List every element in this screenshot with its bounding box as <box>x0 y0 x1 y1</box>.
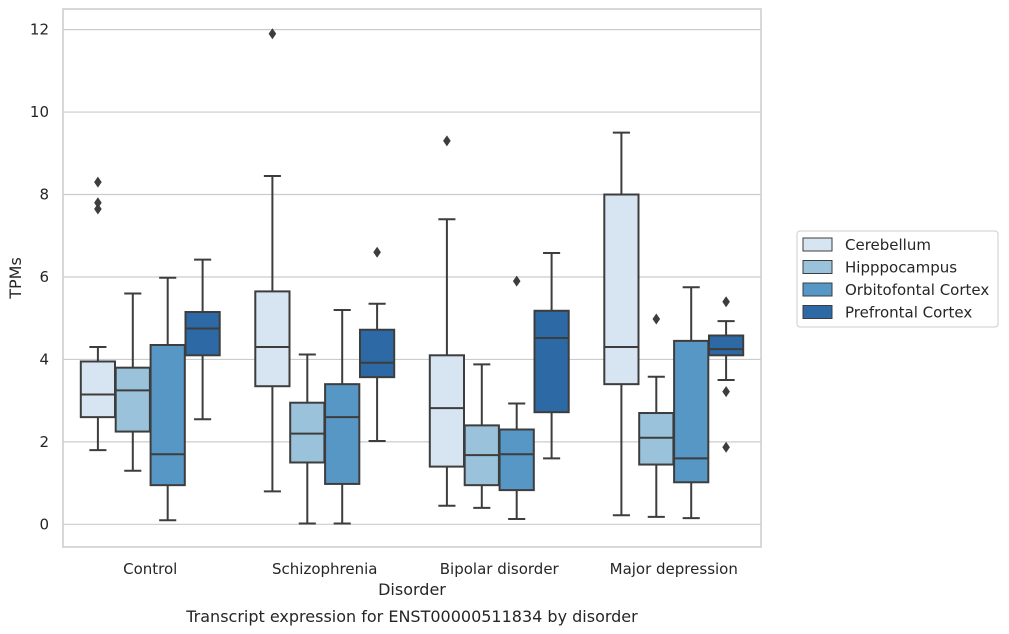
box-plot <box>358 246 396 443</box>
box-iqr <box>358 328 396 379</box>
x-tick-label: Major depression <box>610 560 738 578</box>
box-iqr <box>289 401 326 464</box>
box-plot <box>428 135 466 507</box>
legend-frame <box>796 230 999 328</box>
outlier-point <box>373 246 381 258</box>
y-tick-label: 4 <box>39 350 49 368</box>
y-tick-label: 0 <box>39 515 49 533</box>
box-plot <box>254 28 291 493</box>
y-tick-label: 2 <box>39 433 49 451</box>
box-iqr <box>428 354 466 468</box>
box-plots <box>79 28 745 525</box>
x-tick-label: Schizophrenia <box>272 560 377 578</box>
y-tick-label: 12 <box>30 21 49 39</box>
box-iqr <box>254 290 291 388</box>
legend-entry-label: Prefrontal Cortex <box>845 304 972 322</box>
box-iqr <box>184 311 221 357</box>
outlier-point <box>652 313 661 325</box>
y-tick-label: 10 <box>30 103 49 121</box>
box-plot <box>673 286 710 520</box>
box-plot <box>638 313 675 518</box>
legend-swatch <box>802 305 833 319</box>
legend-entry-label: Orbitofontal Cortex <box>845 281 989 299</box>
legend-entry-label: Cerebellum <box>845 236 931 254</box>
outlier-point <box>722 296 730 308</box>
box-plot <box>463 363 500 509</box>
x-tick-labels: Control Schizophrenia Bipolar disorder Majo… <box>123 560 738 578</box>
outlier-point <box>94 197 102 209</box>
box-plot <box>149 276 186 522</box>
outlier-point <box>443 135 451 147</box>
box-iqr <box>498 428 535 492</box>
outlier-point <box>512 275 521 287</box>
box-plot <box>707 296 745 453</box>
box-plot <box>184 258 221 421</box>
box-iqr <box>149 343 186 487</box>
box-plot <box>533 252 570 460</box>
legend-swatch <box>802 237 833 252</box>
y-tick-label: 6 <box>39 268 49 286</box>
box-plot <box>289 353 326 525</box>
y-tick-label: 8 <box>39 186 49 204</box>
plot-frame <box>62 8 762 548</box>
x-axis-label: Disorder <box>378 580 446 599</box>
legend-swatch <box>802 260 833 274</box>
box-iqr <box>707 334 745 357</box>
box-iqr <box>114 366 151 433</box>
outlier-point <box>722 441 730 453</box>
box-iqr <box>324 383 361 485</box>
box-iqr <box>79 360 117 419</box>
y-tick-labels: 0 2 4 6 8 10 12 <box>30 21 49 534</box>
x-tick-label: Control <box>123 560 177 578</box>
y-axis-label: TPMs <box>6 257 25 300</box>
outlier-point <box>268 28 277 40</box>
outlier-point <box>94 203 102 215</box>
box-iqr <box>533 309 570 414</box>
outlier-point <box>722 386 730 398</box>
legend-entry-label: Hipppocampus <box>845 259 957 277</box>
legend-swatch <box>802 282 833 297</box>
box-iqr <box>603 193 640 386</box>
legend: Cerebellum Hipppocampus Orbitofontal Corte… <box>796 230 999 328</box>
box-plot <box>324 308 361 525</box>
box-plot <box>498 275 535 520</box>
box-plot <box>114 292 151 472</box>
chart-caption: Transcript expression for ENST0000051183… <box>185 607 638 626</box>
outlier-point <box>94 176 102 188</box>
box-iqr <box>638 412 675 466</box>
x-tick-label: Bipolar disorder <box>440 560 560 578</box>
box-plot <box>603 131 640 517</box>
box-iqr <box>673 339 710 484</box>
